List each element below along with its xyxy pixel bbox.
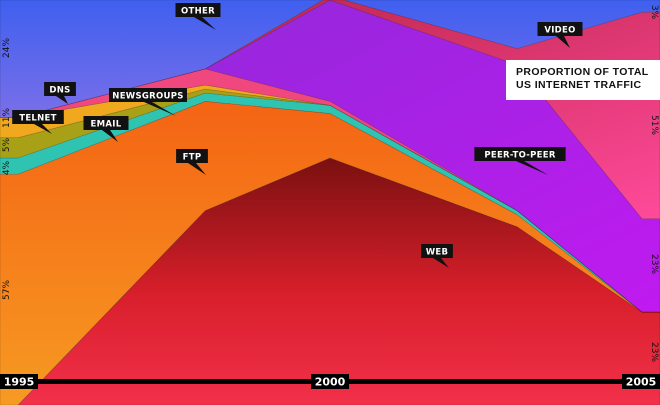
tag-label: PEER-TO-PEER (484, 151, 556, 161)
tag-pointer (188, 163, 206, 175)
tag-newsgroups: NEWSGROUPS (109, 88, 187, 116)
tag-telnet: TELNET (12, 110, 64, 134)
tag-box (176, 149, 208, 163)
year-tick-box (0, 374, 38, 389)
tag-pointer (556, 36, 570, 48)
tag-box (474, 147, 566, 161)
tag-label: OTHER (181, 7, 215, 17)
left-axis-label: 24% (2, 38, 12, 58)
tag-email: EMAIL (83, 116, 129, 142)
year-tick-box (311, 374, 349, 389)
chart-title-line-2: US INTERNET TRAFFIC (516, 79, 642, 91)
year-tick-label: 2005 (626, 376, 657, 389)
tag-label: VIDEO (544, 26, 575, 36)
right-axis-label: 23% (649, 254, 659, 274)
left-axis-label: 11% (2, 108, 12, 128)
tag-ftp: FTP (176, 149, 208, 175)
left-axis-label: 57% (2, 280, 12, 300)
year-tick-label: 1995 (4, 376, 35, 389)
right-axis-label: 51% (649, 115, 659, 135)
tag-pointer (433, 258, 449, 268)
tag-dns: DNS (44, 82, 76, 104)
tag-box (44, 82, 76, 96)
series-tags: WEB FTP EMAIL TELNET DNS NEWSGROUPS PEER-TO-PE… (12, 3, 583, 268)
tag-box (537, 22, 583, 36)
tag-other: OTHER (175, 3, 221, 30)
tag-peer-to-peer: PEER-TO-PEER (474, 147, 566, 175)
year-tick-label: 2000 (315, 376, 346, 389)
tag-video: VIDEO (537, 22, 583, 48)
right-axis-label: 3% (649, 5, 659, 20)
tag-pointer (144, 102, 176, 116)
tag-label: WEB (426, 248, 449, 258)
tag-pointer (102, 130, 118, 142)
tag-box (421, 244, 453, 258)
tag-pointer (56, 96, 68, 104)
tag-label: DNS (49, 86, 70, 96)
tag-label: FTP (183, 153, 202, 163)
tag-pointer (34, 124, 52, 134)
tag-box (83, 116, 129, 130)
left-axis-label: 4% (2, 160, 12, 175)
tag-pointer (516, 161, 548, 175)
tag-label: NEWSGROUPS (112, 92, 183, 102)
tag-label: EMAIL (91, 120, 122, 130)
tag-label: TELNET (19, 114, 57, 124)
tag-box (12, 110, 64, 124)
tag-pointer (194, 17, 216, 30)
tag-web: WEB (421, 244, 453, 268)
area-other (0, 0, 660, 118)
tag-box (175, 3, 221, 17)
axis-percent-labels: 24% 11% 5% 4% 57% 3% 51% 23% 23% (2, 5, 659, 363)
left-axis-label: 5% (2, 137, 12, 152)
year-axis: 1995 2000 2005 (0, 374, 660, 389)
chart-title: PROPORTION OF TOTAL US INTERNET TRAFFIC (506, 60, 660, 100)
year-tick-box (622, 374, 660, 389)
chart-title-line-1: PROPORTION OF TOTAL (516, 66, 649, 78)
right-axis-label: 23% (649, 342, 659, 362)
tag-box (109, 88, 187, 102)
